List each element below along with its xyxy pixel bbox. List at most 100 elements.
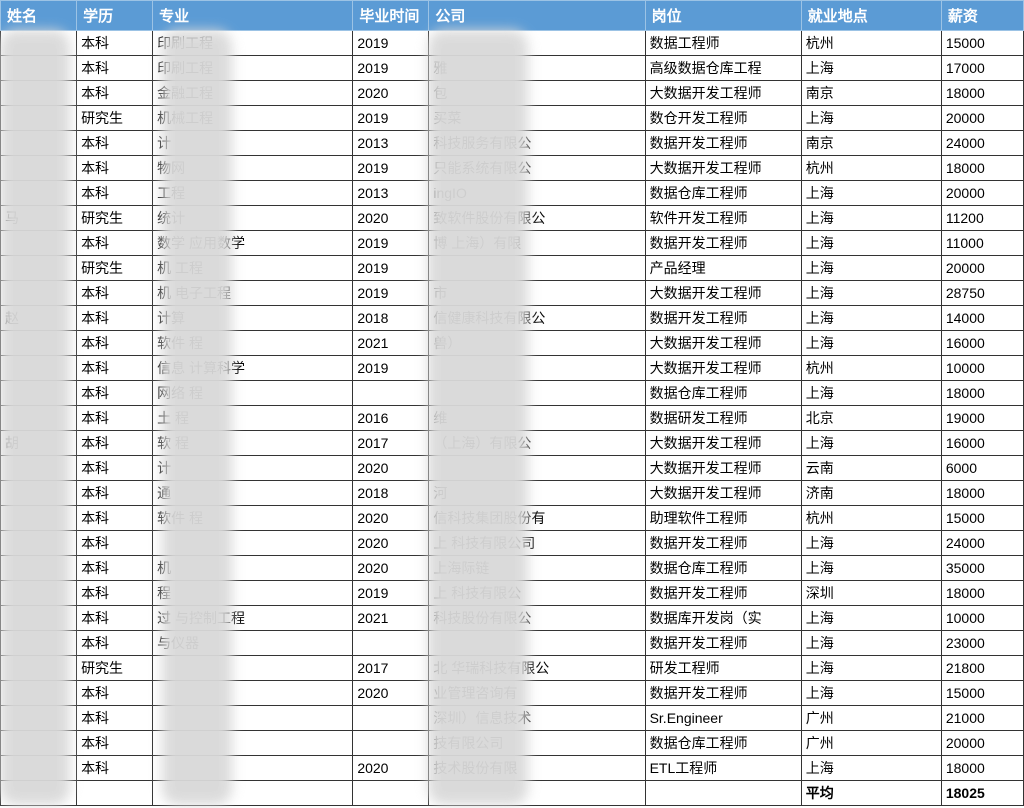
cell-year: 2019 <box>353 106 429 131</box>
summary-row: 平均18025 <box>1 781 1024 806</box>
cell-loc: 上海 <box>801 756 941 781</box>
cell-salary: 15000 <box>941 681 1023 706</box>
cell-major: 统计 <box>153 206 353 231</box>
cell-loc: 杭州 <box>801 506 941 531</box>
cell-company: 信科技集团股份有 <box>429 506 645 531</box>
cell-loc: 上海 <box>801 106 941 131</box>
cell-salary: 20000 <box>941 106 1023 131</box>
cell-major: 信息 计算科学 <box>153 356 353 381</box>
cell-edu: 研究生 <box>77 206 153 231</box>
cell-year: 2016 <box>353 406 429 431</box>
table-row: 本科2020技术股份有限ETL工程师上海18000 <box>1 756 1024 781</box>
cell-name <box>1 331 77 356</box>
cell-major: 过 与控制工程 <box>153 606 353 631</box>
cell-edu: 本科 <box>77 556 153 581</box>
cell-salary: 23000 <box>941 631 1023 656</box>
cell-year <box>353 381 429 406</box>
table-row: 本科通2018河大数据开发工程师济南18000 <box>1 481 1024 506</box>
cell-salary: 24000 <box>941 131 1023 156</box>
cell-salary: 21800 <box>941 656 1023 681</box>
table-row: 本科数学 应用数学2019博 上海）有限数据开发工程师上海11000 <box>1 231 1024 256</box>
cell-salary: 15000 <box>941 31 1023 56</box>
cell-name <box>1 681 77 706</box>
cell-pos: 研发工程师 <box>645 656 801 681</box>
table-row: 本科金融工程2020包大数据开发工程师南京18000 <box>1 81 1024 106</box>
cell-loc: 济南 <box>801 481 941 506</box>
cell-loc: 北京 <box>801 406 941 431</box>
cell-salary: 18000 <box>941 481 1023 506</box>
cell-pos: 产品经理 <box>645 256 801 281</box>
cell-pos: 大数据开发工程师 <box>645 481 801 506</box>
cell-salary: 20000 <box>941 256 1023 281</box>
cell-company: （上海）有限公 <box>429 431 645 456</box>
col-header-loc: 就业地点 <box>801 1 941 31</box>
cell-edu: 研究生 <box>77 656 153 681</box>
cell-company <box>429 31 645 56</box>
cell-salary: 11000 <box>941 231 1023 256</box>
cell-loc: 广州 <box>801 706 941 731</box>
table-row: 本科软件 程2020信科技集团股份有助理软件工程师杭州15000 <box>1 506 1024 531</box>
cell-loc: 上海 <box>801 56 941 81</box>
cell-pos: 高级数据仓库工程 <box>645 56 801 81</box>
cell-name <box>1 181 77 206</box>
cell-salary: 20000 <box>941 731 1023 756</box>
cell-major: 软 程 <box>153 431 353 456</box>
cell-salary: 17000 <box>941 56 1023 81</box>
cell-pos: 数据开发工程师 <box>645 631 801 656</box>
cell-major <box>153 681 353 706</box>
cell-edu: 本科 <box>77 506 153 531</box>
cell-edu: 本科 <box>77 706 153 731</box>
cell-major <box>153 706 353 731</box>
cell-loc: 上海 <box>801 231 941 256</box>
cell-company: 北 华瑞科技有限公 <box>429 656 645 681</box>
cell-loc: 深圳 <box>801 581 941 606</box>
cell-pos: 助理软件工程师 <box>645 506 801 531</box>
table-row: 马研究生统计2020致软件股份有限公软件开发工程师上海11200 <box>1 206 1024 231</box>
cell-name <box>1 381 77 406</box>
cell-salary: 21000 <box>941 706 1023 731</box>
table-row: 本科程2019上 科技有限公数据开发工程师深圳18000 <box>1 581 1024 606</box>
cell-year: 2020 <box>353 531 429 556</box>
cell-salary: 15000 <box>941 506 1023 531</box>
cell-pos: 数据仓库工程师 <box>645 181 801 206</box>
cell-empty <box>353 781 429 806</box>
cell-loc: 上海 <box>801 181 941 206</box>
col-header-major: 专业 <box>153 1 353 31</box>
table-row: 本科印刷工程2019雅高级数据仓库工程上海17000 <box>1 56 1024 81</box>
cell-loc: 南京 <box>801 81 941 106</box>
cell-company: ingIO <box>429 181 645 206</box>
cell-name <box>1 656 77 681</box>
cell-pos: 数据开发工程师 <box>645 531 801 556</box>
cell-company <box>429 256 645 281</box>
cell-empty <box>77 781 153 806</box>
cell-edu: 本科 <box>77 231 153 256</box>
cell-edu: 研究生 <box>77 106 153 131</box>
table-row: 研究生机 工程2019产品经理上海20000 <box>1 256 1024 281</box>
cell-year: 2018 <box>353 481 429 506</box>
cell-edu: 本科 <box>77 631 153 656</box>
cell-pos: 数据开发工程师 <box>645 131 801 156</box>
cell-company: 业管理咨询有 <box>429 681 645 706</box>
cell-edu: 本科 <box>77 756 153 781</box>
table-row: 本科计2013科技服务有限公数据开发工程师南京24000 <box>1 131 1024 156</box>
cell-company: 维 <box>429 406 645 431</box>
cell-company: 技有限公司 <box>429 731 645 756</box>
cell-major <box>153 656 353 681</box>
cell-pos: 数据研发工程师 <box>645 406 801 431</box>
cell-name <box>1 456 77 481</box>
cell-name: 马 <box>1 206 77 231</box>
cell-major: 数学 应用数学 <box>153 231 353 256</box>
cell-year: 2017 <box>353 656 429 681</box>
cell-major: 工程 <box>153 181 353 206</box>
cell-loc: 上海 <box>801 631 941 656</box>
cell-major: 计 <box>153 456 353 481</box>
cell-edu: 本科 <box>77 731 153 756</box>
table-row: 本科软件 程2021兽）大数据开发工程师上海16000 <box>1 331 1024 356</box>
cell-name <box>1 156 77 181</box>
cell-salary: 16000 <box>941 331 1023 356</box>
cell-loc: 杭州 <box>801 156 941 181</box>
cell-year <box>353 706 429 731</box>
cell-major: 计算 <box>153 306 353 331</box>
cell-loc: 上海 <box>801 381 941 406</box>
cell-salary: 11200 <box>941 206 1023 231</box>
